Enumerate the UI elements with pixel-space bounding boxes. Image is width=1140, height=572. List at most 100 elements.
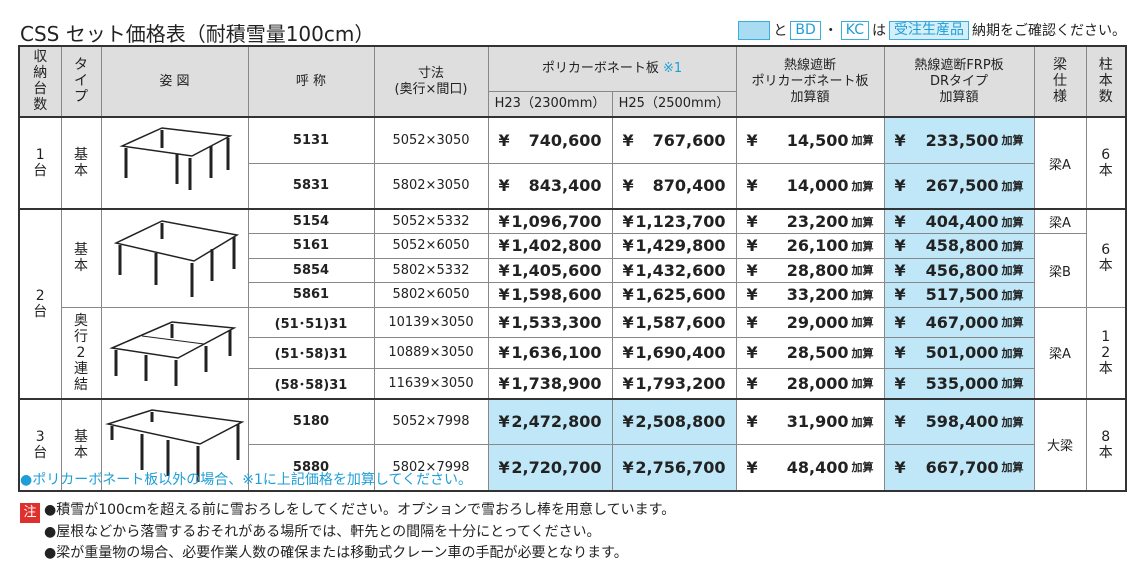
beam-cell: 梁B [1033,233,1087,308]
surcharge: 加算 [851,179,874,193]
drawing-cell [100,208,249,308]
note: ●積雪が100cmを超える前に雪おろしをしてください。オプションで雪おろし棒を用… [44,502,676,518]
legend-kc: KC [840,20,869,40]
drawing-cell [100,397,249,491]
amount: 14,000 [786,176,849,196]
header-cell: 収納台数 [18,45,62,118]
legend-made-to-order: 受注生産品 [889,20,969,40]
size-cell: 5802×3050 [373,162,489,210]
amount: 233,500 [925,130,999,150]
price: ¥48,400 加算 [737,458,883,477]
pillars-cell: 6本 [1085,208,1127,308]
table-row: 5880 5802×7998 ¥2,720,700 ¥2,756,700 ¥48,400… [19,444,1126,491]
price: ¥598,400 加算 [885,412,1033,431]
currency: ¥ [498,412,510,432]
surcharge: 加算 [1001,316,1024,330]
price: ¥267,500 加算 [885,176,1033,195]
amount: 535,000 [925,373,999,393]
currency: ¥ [894,212,906,231]
price: ¥14,000 加算 [737,176,883,196]
count: 1台 [33,147,48,179]
currency: ¥ [622,412,634,432]
count: 3台 [33,428,48,461]
surcharge: 加算 [851,288,874,302]
amount: 1,429,800 [635,236,726,256]
amount: 1,096,700 [511,212,602,231]
price: ¥28,000 加算 [737,374,883,393]
price-cell: ¥14,500 加算 [735,116,885,164]
amount: 28,500 [786,343,849,363]
price-cell: ¥1,405,600 [487,257,613,283]
surcharge: 加算 [1001,377,1024,390]
header-cell: ポリカーボネート板 ※1 [487,45,737,92]
price: ¥404,400 加算 [885,212,1033,231]
currency: ¥ [622,236,634,256]
price-cell: ¥1,402,800 [487,233,613,259]
price: ¥843,400 [489,176,611,196]
name-cell: 5154 [247,208,375,234]
amount: 458,800 [925,236,999,256]
legend-text: 納期をご確認ください。 [972,23,1126,39]
price-cell: ¥1,625,600 [611,282,737,308]
header-cell: 熱線遮断FRP板 DRタイプ 加算額 [883,45,1035,118]
size-cell: 5802×6050 [373,282,489,308]
amount: 33,200 [786,285,849,305]
price-cell: ¥28,000 加算 [735,367,885,399]
currency: ¥ [498,285,510,305]
name-cell: 5861 [247,282,375,308]
currency: ¥ [622,176,634,196]
table-row: 5161 5052×6050 ¥1,402,800 ¥1,429,800 ¥26,100… [19,233,1126,308]
drawing [108,320,237,386]
currency: ¥ [498,176,510,196]
price: ¥667,700 加算 [885,457,1033,477]
name-cell: 5131 [247,116,375,164]
price-cell: ¥26,100 加算 [735,233,885,259]
price-cell: ¥740,600 [487,116,613,164]
surcharge: 加算 [1001,264,1024,278]
amount: 1,793,200 [635,373,726,393]
price-cell: ¥23,200 加算 [735,208,885,234]
price: ¥233,500 加算 [885,130,1033,150]
amount: 843,400 [528,176,602,196]
currency: ¥ [498,457,510,477]
price: ¥14,500 加算 [737,131,883,150]
surcharge: 加算 [851,215,874,229]
amount: 1,123,700 [635,212,726,231]
table-row: 1台 基本 5131 5052×3050 ¥740,600 ¥767,600 ¥14,500… [18,116,1127,210]
price-cell: ¥467,000 加算 [883,306,1035,338]
amount: 1,690,400 [635,343,726,363]
size-cell: 5052×6050 [373,233,489,259]
amount: 1,625,600 [635,285,726,305]
currency: ¥ [894,457,906,477]
price-cell: ¥2,720,700 [487,444,613,491]
surcharge: 加算 [1001,179,1024,193]
currency: ¥ [622,212,634,231]
amount: 740,600 [528,130,602,150]
price-cell: ¥404,400 加算 [883,208,1035,234]
size-cell: 5052×7998 [373,397,489,445]
size-cell: 5802×7998 [373,444,489,491]
pillars-cell: 8本 [1085,397,1127,491]
amount: 1,402,800 [511,236,602,256]
currency: ¥ [498,343,510,363]
currency: ¥ [894,285,906,305]
legend-text: と [773,23,788,39]
price-cell: ¥1,432,600 [611,257,737,283]
currency: ¥ [894,343,906,363]
header-cell: タイプ [60,45,102,118]
price: ¥1,793,200 [613,373,735,393]
pillars: 8本 [1098,428,1113,461]
amount: 767,600 [652,130,726,150]
header-cell: 熱線遮断 ポリカーボネート板 加算額 [735,45,885,118]
price-cell: ¥1,738,900 [487,367,613,399]
currency: ¥ [622,343,634,363]
surcharge: 加算 [1001,239,1024,253]
table-row: (51･58)31 10889×3050 ¥1,636,100 ¥1,690,400 ¥… [19,337,1126,369]
price: ¥767,600 [613,130,735,150]
table-row: 5854 5802×5332 ¥1,405,600 ¥1,432,600 ¥28,800… [19,257,1126,283]
size-cell: 11639×3050 [373,367,489,399]
currency: ¥ [622,260,634,280]
price-cell: ¥517,500 加算 [883,282,1035,308]
price: ¥31,900 加算 [737,412,883,431]
legend-text: ・ [823,23,838,39]
